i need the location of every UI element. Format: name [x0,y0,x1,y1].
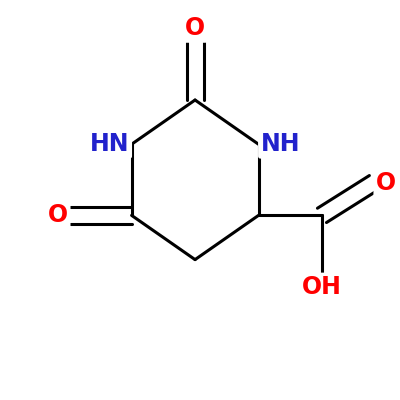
Text: OH: OH [302,275,342,299]
Text: NH: NH [260,132,300,156]
Text: O: O [48,203,68,227]
Text: O: O [185,16,205,40]
Text: HN: HN [90,132,130,156]
Text: O: O [376,171,396,195]
